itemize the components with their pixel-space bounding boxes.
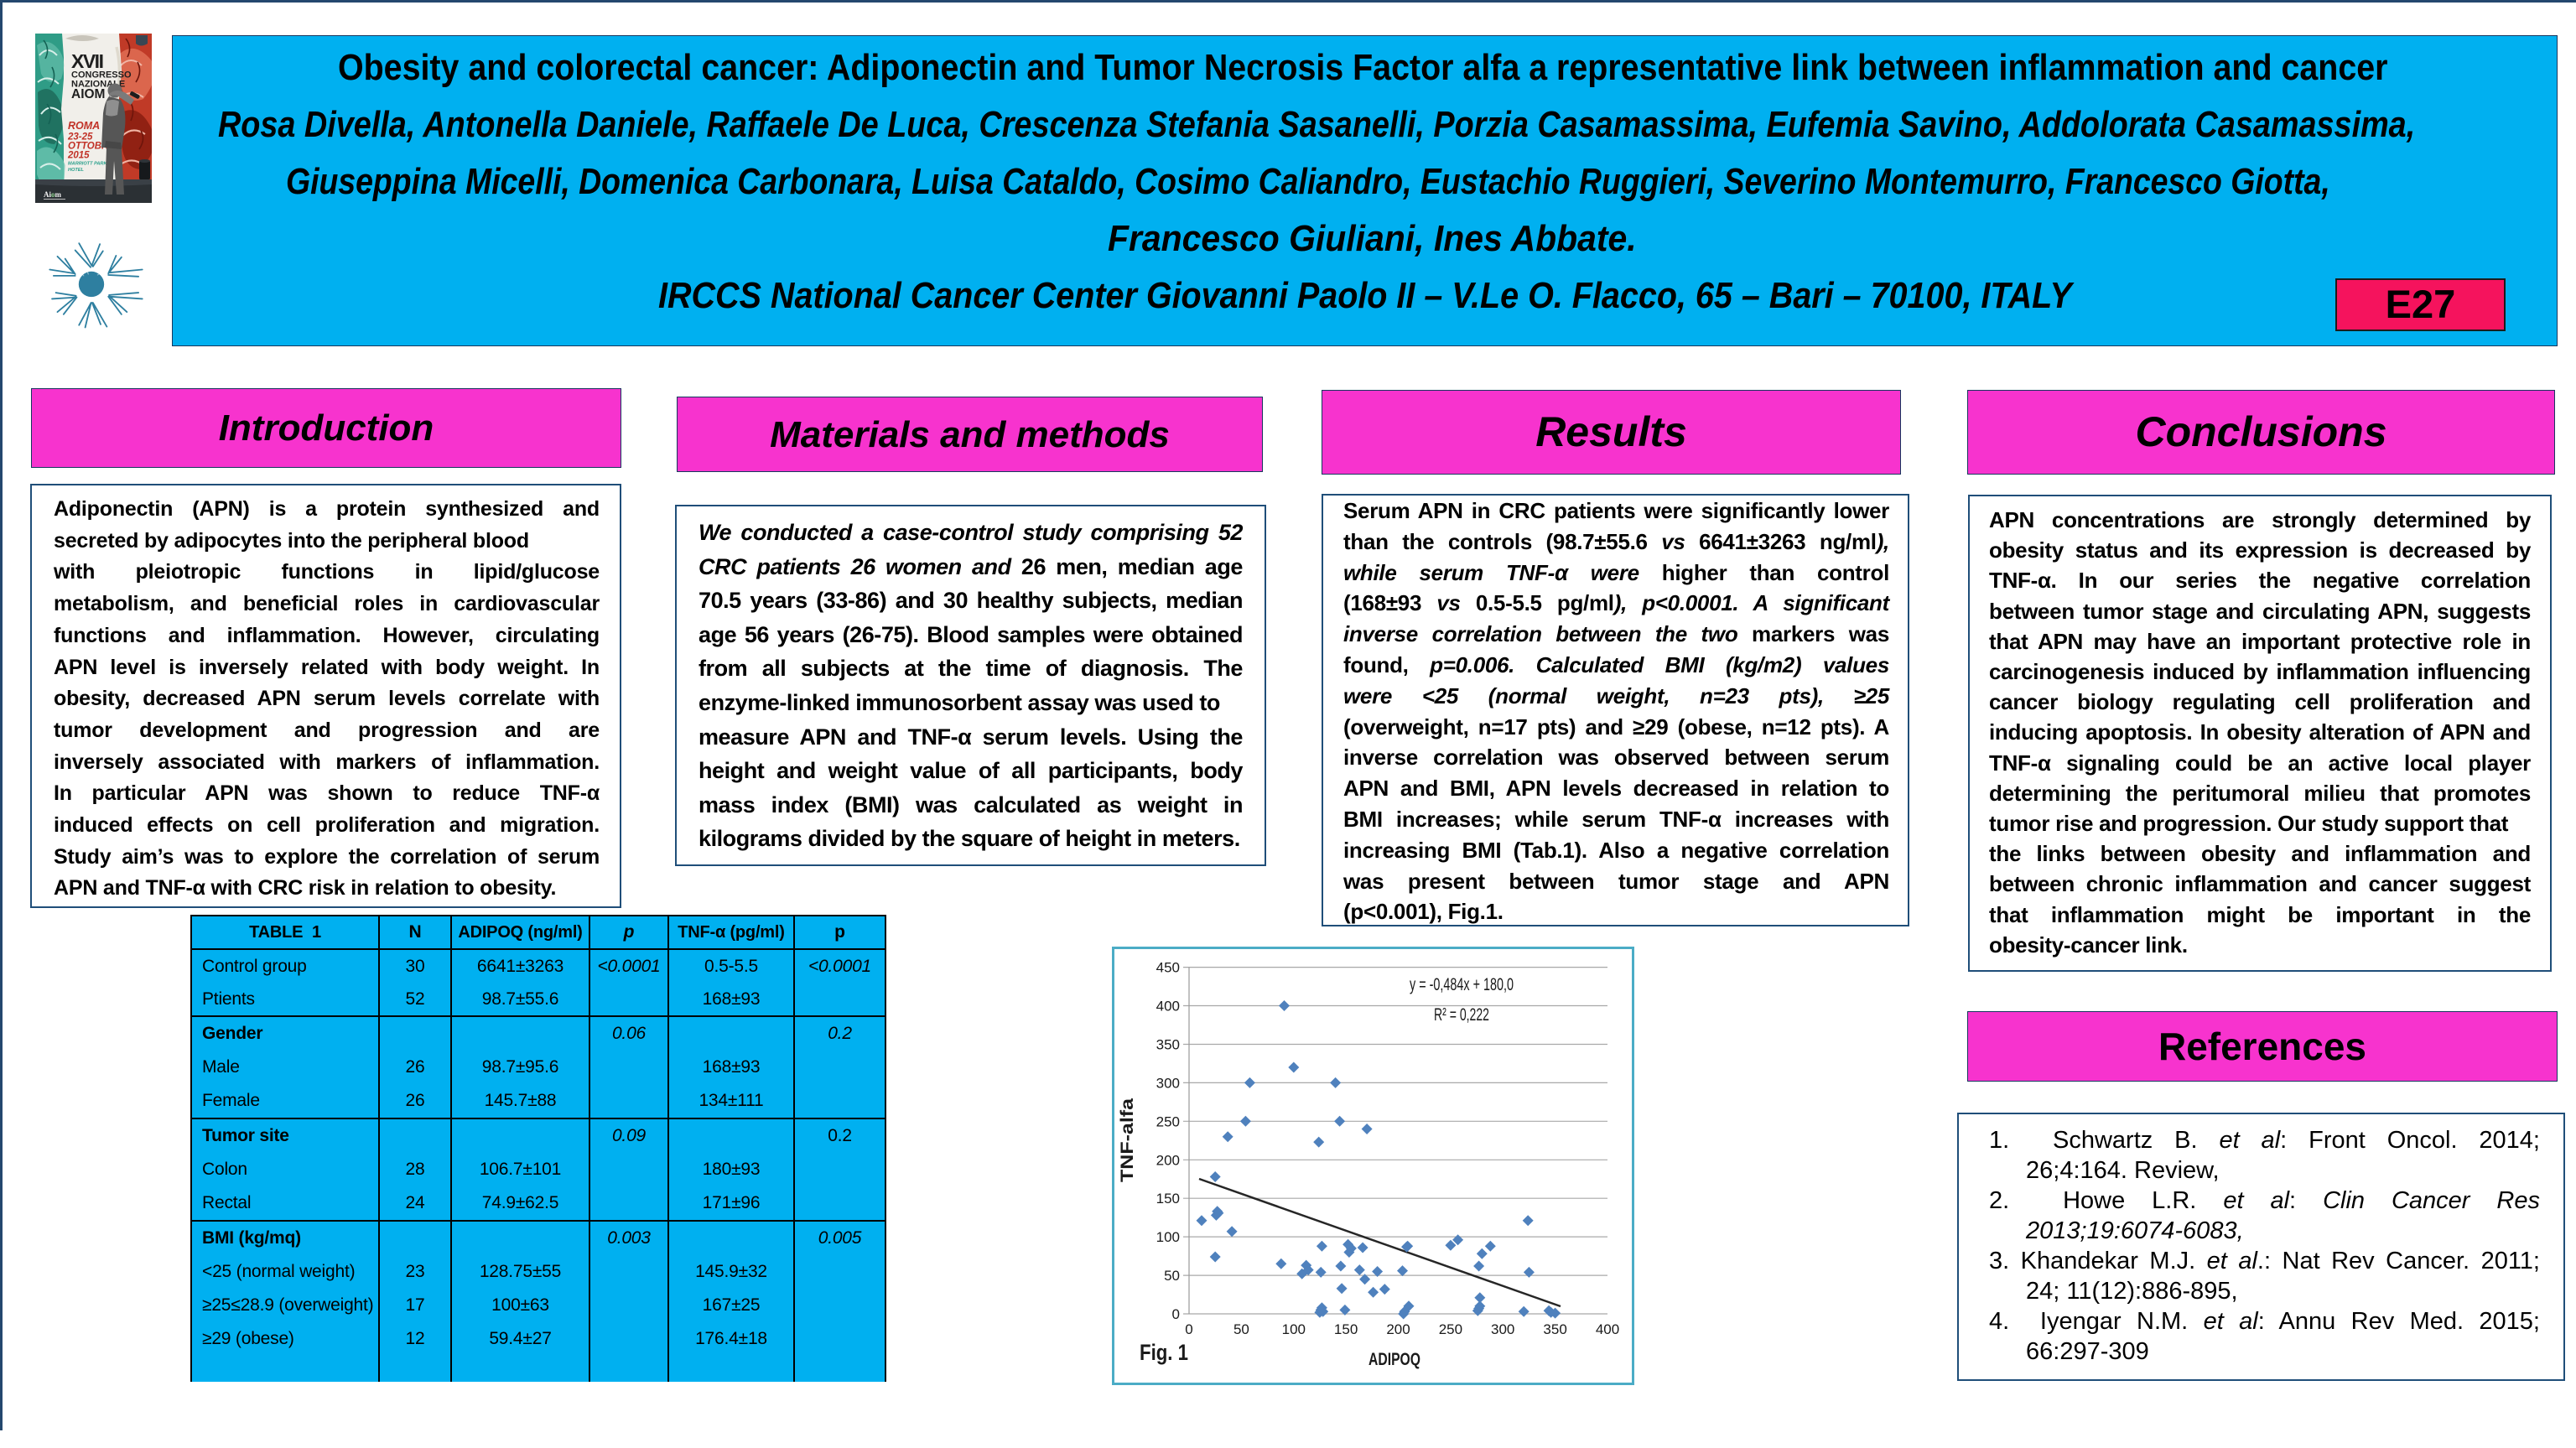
svg-text:300: 300 [1491, 1321, 1514, 1337]
svg-text:200: 200 [1386, 1321, 1410, 1337]
svg-text:400: 400 [1156, 999, 1180, 1015]
svg-text:450: 450 [1156, 960, 1180, 976]
svg-text:0: 0 [1185, 1321, 1192, 1337]
svg-text:350: 350 [1156, 1037, 1180, 1053]
svg-text:250: 250 [1439, 1321, 1462, 1337]
svg-text:CONGRESSO: CONGRESSO [71, 70, 132, 80]
svg-text:350: 350 [1543, 1321, 1566, 1337]
svg-text:ROMA: ROMA [68, 120, 100, 132]
svg-text:250: 250 [1156, 1113, 1180, 1129]
svg-text:300: 300 [1156, 1075, 1180, 1091]
svg-text:MARRIOTT PARK: MARRIOTT PARK [68, 162, 107, 167]
svg-text:50: 50 [1164, 1268, 1180, 1284]
svg-text:100: 100 [1282, 1321, 1306, 1337]
svg-text:Aiom: Aiom [44, 190, 62, 199]
svg-text:100: 100 [1156, 1229, 1180, 1245]
svg-text:23-25: 23-25 [67, 132, 93, 143]
svg-text:200: 200 [1156, 1152, 1180, 1168]
svg-text:AIOM: AIOM [71, 87, 105, 101]
svg-text:Fig. 1: Fig. 1 [1140, 1340, 1188, 1365]
svg-text:2015: 2015 [67, 151, 90, 161]
svg-text:HOTEL: HOTEL [68, 168, 85, 173]
svg-text:y = -0,484x + 180,0: y = -0,484x + 180,0 [1410, 975, 1514, 994]
svg-text:ADIPOQ: ADIPOQ [1368, 1350, 1420, 1369]
svg-text:50: 50 [1233, 1321, 1249, 1337]
svg-text:400: 400 [1596, 1321, 1619, 1337]
svg-text:R² = 0,222: R² = 0,222 [1434, 1005, 1489, 1025]
svg-text:0: 0 [1172, 1306, 1180, 1322]
svg-text:150: 150 [1156, 1191, 1180, 1207]
svg-text:150: 150 [1334, 1321, 1358, 1337]
svg-text:TNF-alfa: TNF-alfa [1118, 1098, 1137, 1182]
svg-text:XVII: XVII [71, 50, 103, 72]
